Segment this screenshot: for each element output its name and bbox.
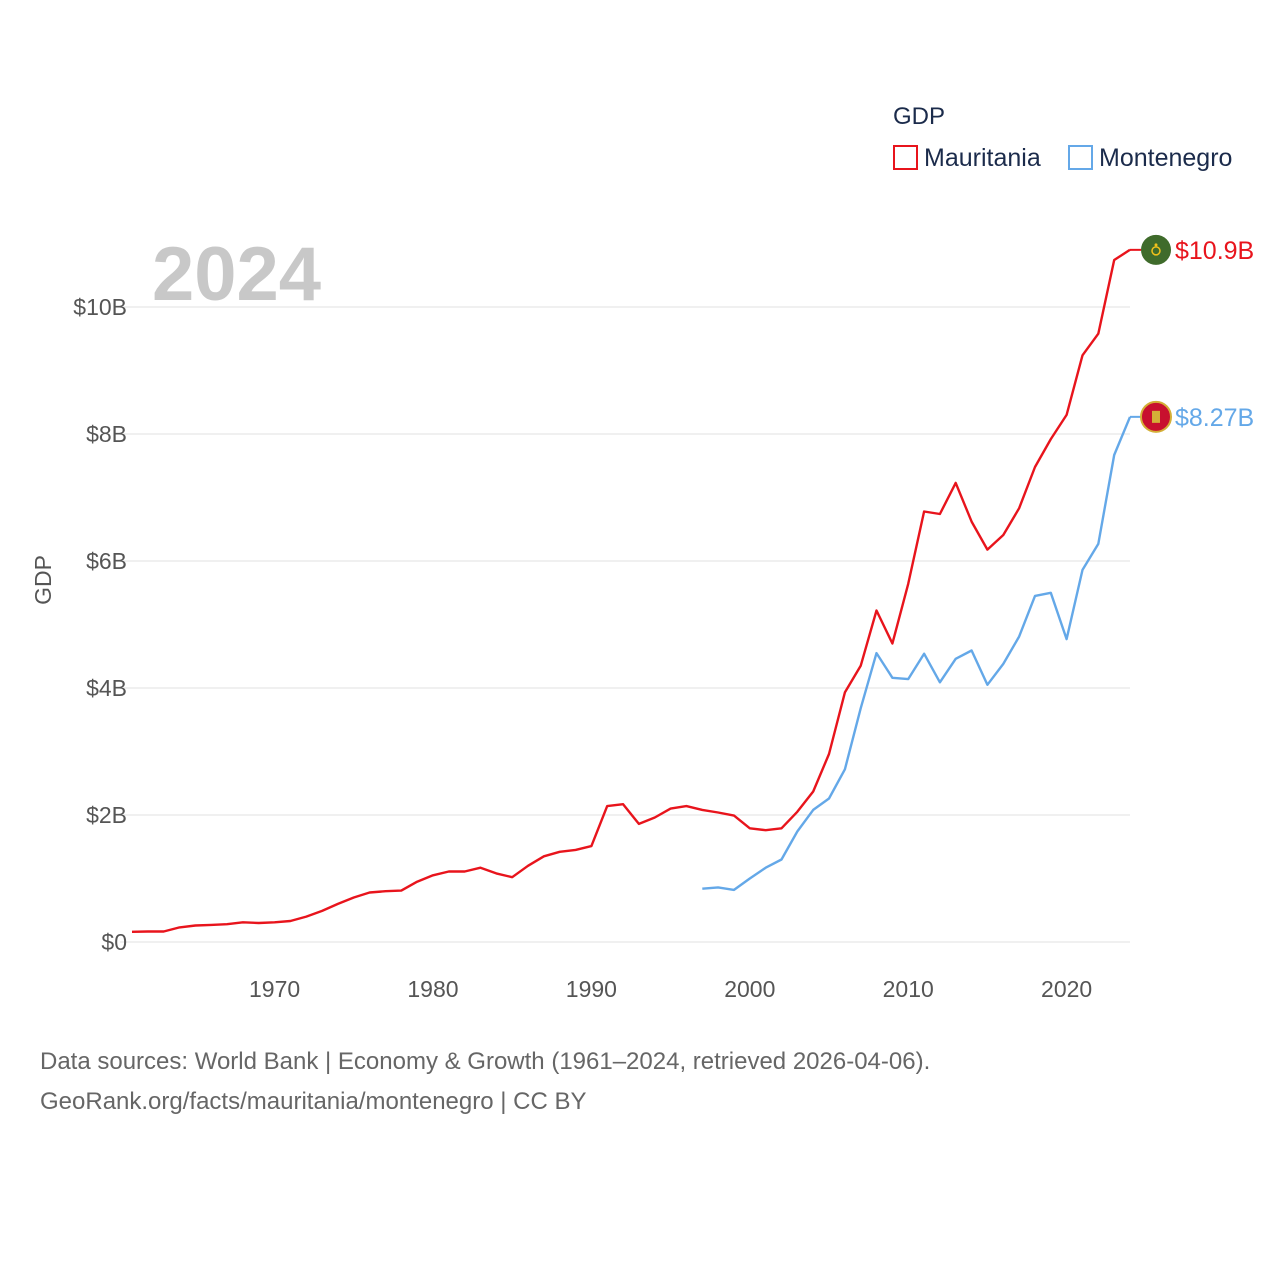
end-markers: $10.9B $8.27B xyxy=(1130,234,1254,433)
y-axis-ticks: $0 $2B $4B $6B $8B $10B xyxy=(73,294,127,955)
mauritania-flag-icon xyxy=(1141,234,1171,265)
x-tick-label: 2000 xyxy=(724,976,775,1002)
year-label: 2024 xyxy=(152,232,321,317)
data-sources-note: Data sources: World Bank | Economy & Gro… xyxy=(40,1048,931,1075)
series-line-montenegro xyxy=(702,416,1132,892)
end-value-label-mauritania: $10.9B xyxy=(1175,237,1254,265)
y-tick-label: $10B xyxy=(73,294,127,320)
x-tick-label: 2020 xyxy=(1041,976,1092,1002)
x-tick-label: 2010 xyxy=(883,976,934,1002)
series-line-mauritania xyxy=(131,248,1131,933)
legend-label-mauritania: Mauritania xyxy=(924,144,1041,172)
y-tick-label: $8B xyxy=(86,421,127,447)
legend-label-montenegro: Montenegro xyxy=(1099,144,1232,172)
y-axis-title: GDP xyxy=(30,555,56,605)
montenegro-flag-icon xyxy=(1140,400,1172,433)
footer: Data sources: World Bank | Economy & Gro… xyxy=(40,1042,930,1122)
x-axis-ticks: 1970 1980 1990 2000 2010 2020 xyxy=(249,976,1092,1002)
legend-swatch-montenegro xyxy=(1068,145,1093,170)
x-tick-label: 1980 xyxy=(407,976,458,1002)
legend-item-montenegro[interactable]: Montenegro xyxy=(1068,144,1232,172)
legend-item-mauritania[interactable]: Mauritania xyxy=(893,144,1041,172)
y-tick-label: $0 xyxy=(101,929,127,955)
y-tick-label: $2B xyxy=(86,802,127,828)
series-lines xyxy=(131,248,1132,933)
legend-title: GDP xyxy=(893,103,945,130)
gridlines xyxy=(120,306,1130,943)
legend: GDP Mauritania Montenegro xyxy=(893,103,1232,172)
y-tick-label: $4B xyxy=(86,675,127,701)
gdp-line-chart: $0 $2B $4B $6B $8B $10B 1970 1980 1990 2000 2010 2… xyxy=(30,103,1254,1002)
end-value-label-montenegro: $8.27B xyxy=(1175,404,1254,432)
x-tick-label: 1990 xyxy=(566,976,617,1002)
source-link[interactable]: GeoRank.org/facts/mauritania/montenegro … xyxy=(40,1088,587,1115)
legend-swatch-mauritania xyxy=(893,145,918,170)
y-tick-label: $6B xyxy=(86,548,127,574)
x-tick-label: 1970 xyxy=(249,976,300,1002)
